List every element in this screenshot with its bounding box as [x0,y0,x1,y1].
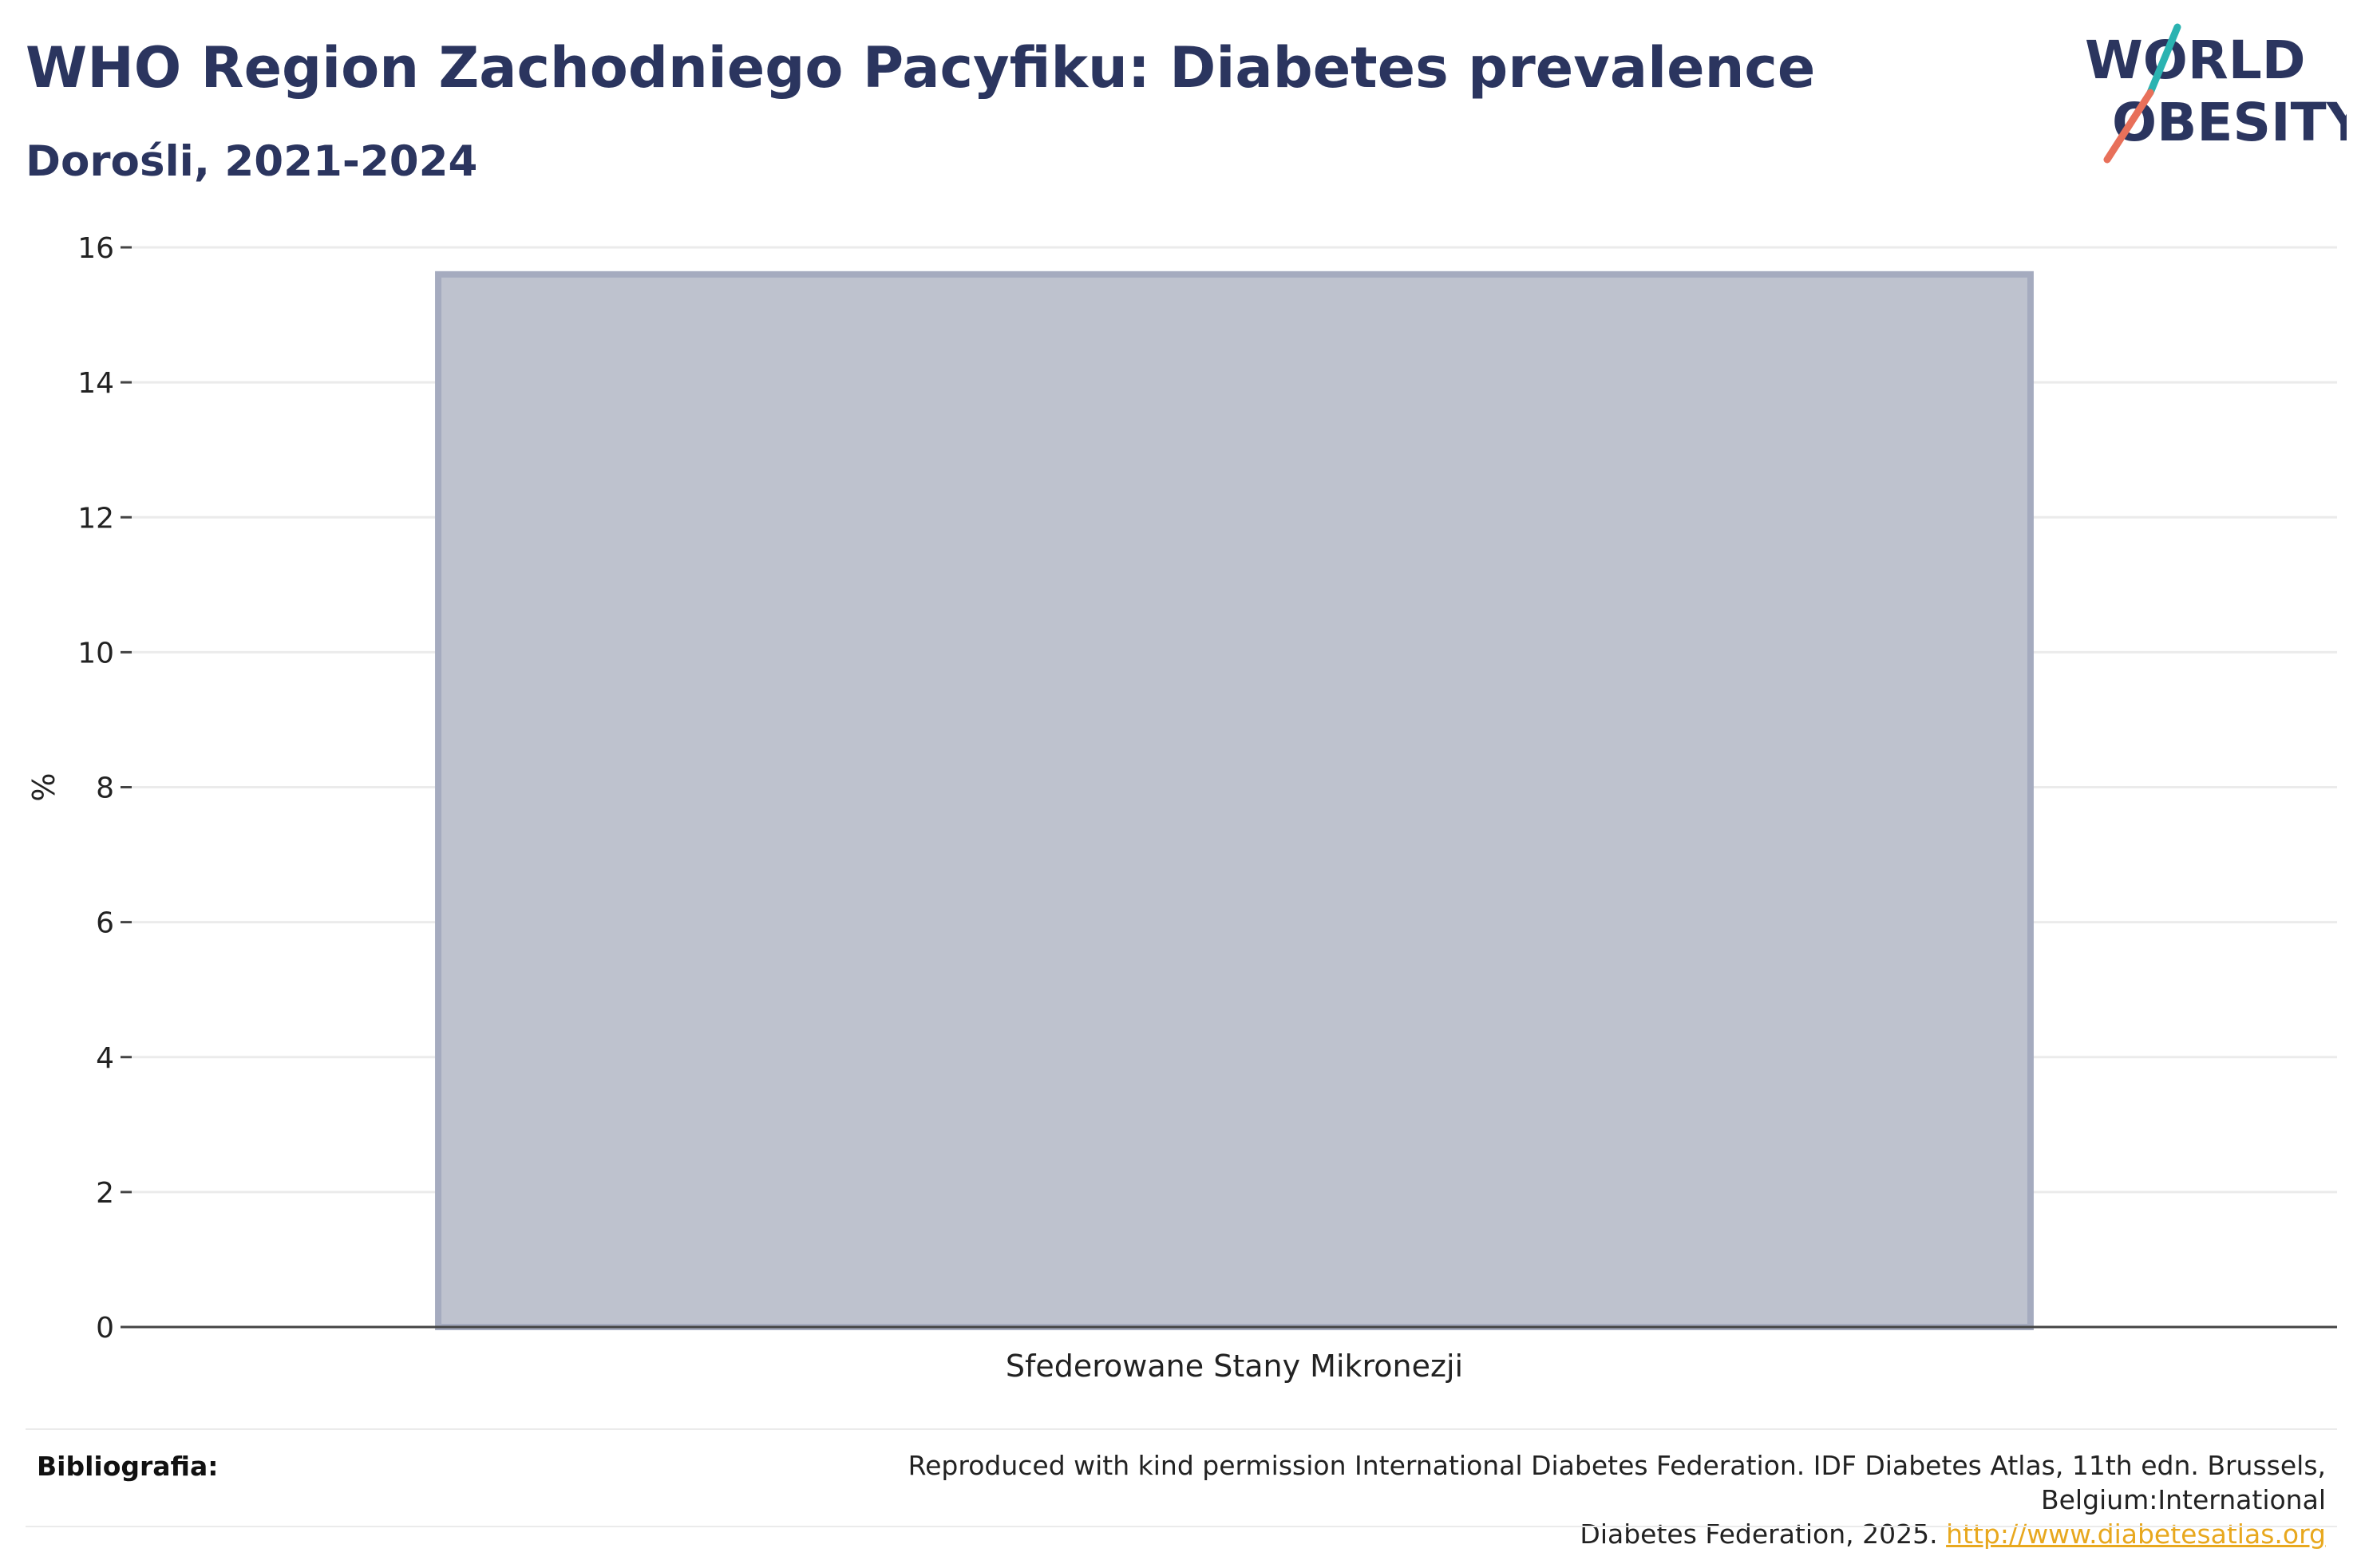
world-obesity-logo: WORLD OBESITY [2085,23,2347,164]
y-axis-label: % [26,772,61,801]
y-tick-label: 14 [77,367,114,400]
y-tick-label: 16 [77,232,114,265]
bibliography-line-2: Diabetes Federation, 2025. [1580,1519,1938,1550]
y-tick-label: 0 [96,1312,114,1345]
logo-slash-top [2146,23,2181,97]
bars [435,271,2034,1331]
y-tick-label: 12 [77,502,114,535]
footer-divider-top [26,1428,2337,1430]
y-tick-label: 4 [96,1042,114,1075]
bibliography-label: Bibliografia: [37,1451,219,1482]
bar-chart: 0 2 4 6 8 10 12 14 16 Sfederowane Stany Mikronezj… [26,232,2337,1384]
logo-word-2: OBESITY [2112,92,2347,153]
bibliography-line-1: Reproduced with kind permission Internat… [908,1450,2326,1515]
logo-word-1: WORLD [2085,30,2306,91]
chart-title: WHO Region Zachodniego Pacyfiku: Diabete… [26,35,1816,101]
chart-subtitle: Dorośli, 2021-2024 [26,137,478,186]
x-category-label: Sfederowane Stany Mikronezji [1006,1349,1463,1384]
footer-divider-bottom [26,1526,2337,1527]
y-tick-label: 6 [96,907,114,940]
y-tick-label: 10 [77,637,114,669]
bibliography-text: Reproduced with kind permission Internat… [650,1448,2326,1551]
y-tick-label: 8 [96,772,114,805]
bar[interactable] [435,271,2034,1331]
logo-slash-bottom [2103,89,2154,164]
axes: 0 2 4 6 8 10 12 14 16 Sfederowane Stany Mikronezj… [77,232,2337,1384]
bibliography-link[interactable]: http://www.diabetesatlas.org [1946,1519,2326,1550]
y-tick-label: 2 [96,1177,114,1210]
